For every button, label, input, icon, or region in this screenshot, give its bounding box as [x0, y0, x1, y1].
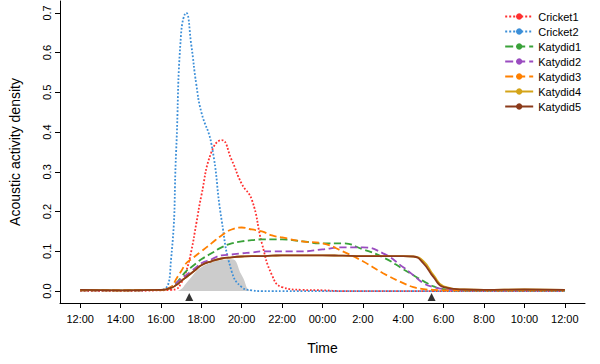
svg-text:Time: Time: [307, 340, 338, 356]
svg-text:12:00: 12:00: [66, 313, 94, 325]
svg-text:0.2: 0.2: [41, 204, 53, 219]
svg-text:18:00: 18:00: [188, 313, 216, 325]
svg-text:0.5: 0.5: [41, 85, 53, 100]
svg-text:Katydid4: Katydid4: [538, 86, 581, 98]
svg-text:Cricket2: Cricket2: [538, 26, 578, 38]
svg-text:0.0: 0.0: [41, 283, 53, 298]
svg-text:14:00: 14:00: [107, 313, 135, 325]
svg-text:Katydid2: Katydid2: [538, 56, 581, 68]
svg-text:16:00: 16:00: [147, 313, 175, 325]
svg-text:Katydid3: Katydid3: [538, 71, 581, 83]
svg-text:2:00: 2:00: [352, 313, 373, 325]
svg-text:0.6: 0.6: [41, 45, 53, 60]
svg-text:0.4: 0.4: [41, 124, 53, 139]
svg-text:22:00: 22:00: [268, 313, 296, 325]
svg-text:0.7: 0.7: [41, 5, 53, 20]
svg-text:00:00: 00:00: [309, 313, 337, 325]
svg-text:Katydid5: Katydid5: [538, 101, 581, 113]
svg-text:0.3: 0.3: [41, 164, 53, 179]
svg-text:12:00: 12:00: [551, 313, 579, 325]
svg-text:4:00: 4:00: [393, 313, 414, 325]
svg-text:6:00: 6:00: [433, 313, 454, 325]
svg-text:Acoustic activity density: Acoustic activity density: [7, 78, 23, 226]
svg-text:8:00: 8:00: [473, 313, 494, 325]
svg-text:Cricket1: Cricket1: [538, 11, 578, 23]
svg-text:10:00: 10:00: [511, 313, 539, 325]
svg-text:Katydid1: Katydid1: [538, 41, 581, 53]
svg-text:20:00: 20:00: [228, 313, 256, 325]
svg-text:0.1: 0.1: [41, 244, 53, 259]
